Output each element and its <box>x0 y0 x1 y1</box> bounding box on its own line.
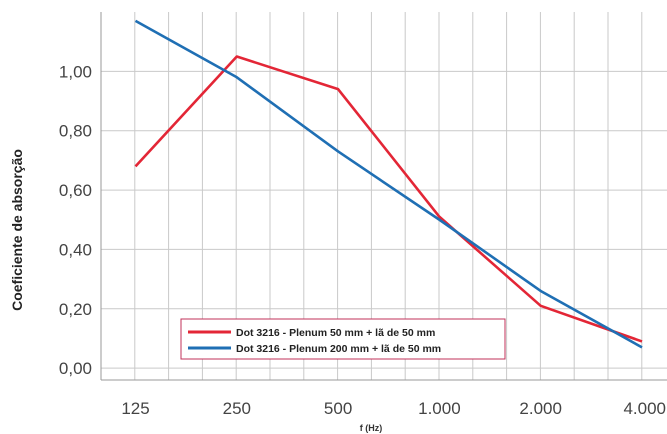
y-axis-ticks: 0,00 0,20 0,40 0,60 0,80 1,00 <box>59 62 92 378</box>
x-axis-label: f (Hz) <box>360 423 383 433</box>
grid <box>100 12 667 381</box>
y-tick-label: 0,00 <box>59 359 92 378</box>
y-axis-label: Coeficiente de absorção <box>9 149 25 311</box>
legend-box <box>180 318 506 360</box>
y-tick-label: 0,60 <box>59 181 92 200</box>
legend-entry: Dot 3216 - Plenum 200 mm + lã de 50 mm <box>236 343 441 355</box>
x-axis-ticks: 125 250 500 1.000 2.000 4.000 <box>121 399 666 418</box>
x-tick-label: 500 <box>324 399 352 418</box>
y-tick-label: 0,20 <box>59 300 92 319</box>
x-tick-label: 4.000 <box>623 399 666 418</box>
y-tick-label: 0,40 <box>59 240 92 259</box>
legend: Dot 3216 - Plenum 50 mm + lã de 50 mm Do… <box>180 318 506 360</box>
x-tick-label: 125 <box>121 399 149 418</box>
x-tick-label: 1.000 <box>418 399 461 418</box>
y-tick-label: 0,80 <box>59 122 92 141</box>
series-line-0 <box>134 55 643 343</box>
series-line-1 <box>134 19 643 349</box>
legend-entry: Dot 3216 - Plenum 50 mm + lã de 50 mm <box>236 327 435 339</box>
series-lines <box>134 19 643 349</box>
x-tick-label: 2.000 <box>519 399 562 418</box>
y-tick-label: 1,00 <box>59 62 92 81</box>
x-tick-label: 250 <box>223 399 251 418</box>
